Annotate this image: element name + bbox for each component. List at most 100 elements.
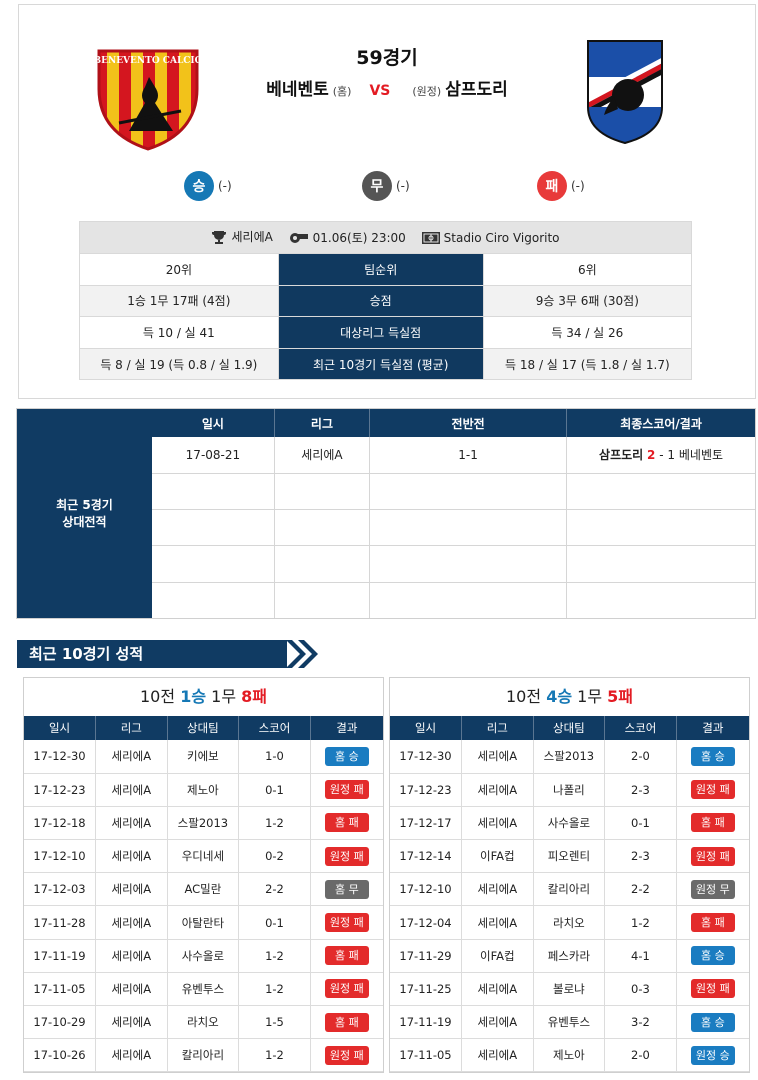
h2h-score-a: 2 — [647, 448, 656, 463]
result-badge: 원정 패 — [324, 846, 369, 866]
table-row — [152, 473, 755, 511]
home-rank: 20위 — [79, 253, 279, 286]
result-badge: 원정 패 — [690, 979, 735, 999]
loss-count: (-) — [571, 179, 585, 193]
away-team-name: 삼프도리 — [445, 80, 508, 100]
row-league: 세리에A — [95, 839, 168, 874]
row-date: 17-11-19 — [24, 939, 97, 973]
row-score: 2-2 — [238, 872, 311, 907]
sampdoria-crest-icon — [587, 40, 663, 145]
row-result: 홈 승 — [676, 1005, 749, 1040]
h2h-header-date: 일시 — [152, 409, 275, 437]
row-result: 홈 패 — [310, 1005, 383, 1040]
row-result: 홈 패 — [676, 905, 749, 940]
h2h-header-final: 최종스코어/결과 — [566, 409, 755, 437]
result-badge: 홈 무 — [324, 879, 369, 899]
h2h-half: 1-1 — [369, 437, 568, 474]
row-opponent: 아탈란타 — [167, 905, 240, 940]
stat-label-rank: 팀순위 — [277, 253, 484, 286]
row-opponent: 피오렌티 — [533, 839, 606, 874]
stat-row-goals: 득 10 / 실 41 대상리그 득실점 득 34 / 실 26 — [79, 316, 693, 349]
h2h-side-line2: 상대전적 — [62, 514, 107, 529]
row-result: 원정 패 — [310, 773, 383, 807]
match-card: BENEVENTO CALCIO 59경기 베네벤토 (홈) VS (원정) 삼프도리 — [18, 4, 756, 399]
row-opponent: 볼로냐 — [533, 972, 606, 1007]
h2h-header-league: 리그 — [274, 409, 371, 437]
row-league: 세리에A — [95, 939, 168, 973]
row-opponent: 페스카라 — [533, 939, 606, 973]
row-league: 이FA컵 — [461, 939, 534, 973]
meta-row: 세리에A 01.06(토) 23:00 Stadio Ciro Vigorito — [79, 221, 692, 254]
row-opponent: 사수올로 — [167, 939, 240, 973]
home-summary-wins: 1승 — [180, 687, 207, 706]
away-recent-rows: 17-12-30 세리에A 스팔2013 2-0 홈 승 17-12-23 세리에A 나폴리 2… — [390, 740, 749, 1073]
table-row: 17-12-04 세리에A 라치오 1-2 홈 패 — [390, 905, 749, 940]
row-result: 홈 패 — [310, 939, 383, 973]
home-summary-prefix: 10전 — [140, 687, 176, 706]
row-league: 세리에A — [95, 972, 168, 1007]
away-goals: 득 34 / 실 26 — [482, 316, 693, 349]
stadium-meta: Stadio Ciro Vigorito — [421, 231, 560, 245]
row-date: 17-11-19 — [390, 1005, 463, 1040]
h2h-header-half: 전반전 — [369, 409, 568, 437]
row-league: 세리에A — [461, 872, 534, 907]
row-date: 17-11-05 — [390, 1038, 463, 1073]
row-date: 17-11-25 — [390, 972, 463, 1007]
recent-section-title: 최근 10경기 성적 — [17, 640, 287, 668]
draw-count: (-) — [396, 179, 410, 193]
teams-line: 베네벤토 (홈) VS (원정) 삼프도리 — [19, 75, 755, 100]
table-row: 17-11-28 세리에A 아탈란타 0-1 원정 패 — [24, 905, 383, 940]
home-team-name: 베네벤토 — [266, 80, 329, 100]
datetime-meta: 01.06(토) 23:00 — [289, 229, 406, 246]
h2h-final: 삼프도리 2 - 1 베네벤토 — [566, 437, 755, 474]
home-recent-rows: 17-12-30 세리에A 키에보 1-0 홈 승 17-12-23 세리에A 제노아 0-1 원… — [24, 740, 383, 1073]
row-opponent: 칼리아리 — [167, 1038, 240, 1073]
result-badge: 원정 무 — [690, 879, 735, 899]
row-score: 0-1 — [238, 905, 311, 940]
row-score: 0-1 — [604, 806, 677, 841]
result-badge: 홈 승 — [690, 946, 735, 966]
away-recent-table: 일시 리그 상대팀 스코어 결과 17-12-30 세리에A 스팔2013 2-0 홈 … — [390, 716, 749, 1073]
vs-label: VS — [369, 83, 391, 99]
row-opponent: 제노아 — [167, 773, 240, 807]
row-date: 17-12-30 — [24, 740, 97, 774]
row-opponent: 사수올로 — [533, 806, 606, 841]
row-date: 17-11-29 — [390, 939, 463, 973]
header-date: 일시 — [24, 716, 97, 740]
match-number: 59경기 — [356, 47, 418, 69]
table-row — [152, 509, 755, 547]
row-score: 2-0 — [604, 740, 677, 774]
row-league: 세리에A — [461, 972, 534, 1007]
home-recent-summary: 10전 1승 1무 8패 — [24, 678, 383, 716]
row-league: 세리에A — [95, 806, 168, 841]
row-opponent: 유벤투스 — [167, 972, 240, 1007]
row-result: 홈 승 — [676, 939, 749, 973]
h2h-table: 일시 리그 전반전 최종스코어/결과 17-08-21 세리에A 1-1 삼프도… — [152, 409, 755, 619]
table-row: 17-11-19 세리에A 사수올로 1-2 홈 패 — [24, 939, 383, 973]
table-row — [152, 582, 755, 619]
home-recent-panel: 10전 1승 1무 8패 일시 리그 상대팀 스코어 결과 17-12-30 세리… — [23, 677, 384, 1073]
row-league: 세리에A — [95, 1005, 168, 1040]
header-opponent: 상대팀 — [167, 716, 240, 740]
table-row: 17-10-26 세리에A 칼리아리 1-2 원정 패 — [24, 1038, 383, 1073]
away-summary-prefix: 10전 — [506, 687, 542, 706]
row-score: 0-3 — [604, 972, 677, 1007]
head-to-head-section: 최근 5경기 상대전적 일시 리그 전반전 최종스코어/결과 17-08-21 … — [16, 408, 756, 619]
row-result: 홈 승 — [310, 740, 383, 774]
h2h-score-sep: - — [659, 448, 664, 463]
match-info-table: 세리에A 01.06(토) 23:00 Stadio Ciro Vigorito… — [79, 221, 693, 381]
row-result: 원정 패 — [676, 773, 749, 807]
row-date: 17-10-29 — [24, 1005, 97, 1040]
row-result: 원정 패 — [310, 839, 383, 874]
table-row: 17-11-25 세리에A 볼로냐 0-3 원정 패 — [390, 972, 749, 1007]
row-score: 1-2 — [238, 939, 311, 973]
row-league: 세리에A — [461, 806, 534, 841]
draw-prediction: 무 (-) — [362, 171, 410, 201]
row-date: 17-12-04 — [390, 905, 463, 940]
stat-row-recent-goals: 득 8 / 실 19 (득 0.8 / 실 1.9) 최근 10경기 득실점 (… — [79, 347, 693, 381]
result-badge: 원정 패 — [690, 846, 735, 866]
row-result: 원정 승 — [676, 1038, 749, 1073]
result-badge: 원정 패 — [324, 979, 369, 999]
row-score: 1-2 — [238, 972, 311, 1007]
double-chevron-icon — [286, 640, 318, 668]
